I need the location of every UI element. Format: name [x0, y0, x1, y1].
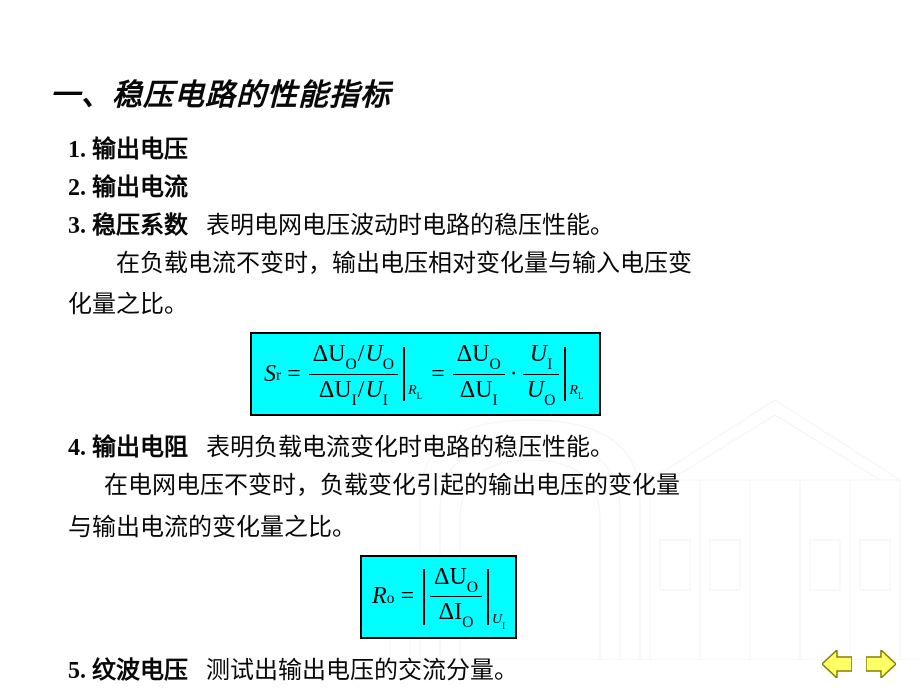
item-4-desc: 表明负载电流变化时电路的稳压性能。 — [206, 435, 614, 461]
item-4-num: 4. — [68, 435, 86, 461]
item-3-title: 稳压系数 — [92, 213, 188, 239]
formula-ro: Ro = ΔUO ΔIO UI — [360, 555, 517, 639]
item-1-title: 输出电压 — [92, 137, 188, 163]
item-3-num: 3. — [68, 213, 86, 239]
item-2-num: 2. — [68, 175, 86, 201]
item-2: 2. 输出电流 — [68, 170, 870, 206]
item-3: 3. 稳压系数 表明电网电压波动时电路的稳压性能。 — [68, 208, 870, 244]
item-3-sub1: 在负载电流不变时，输出电压相对变化量与输入电压变 — [68, 246, 870, 283]
item-5-num: 5. — [68, 658, 86, 684]
slide-content: 一、稳压电路的性能指标 1. 输出电压 2. 输出电流 3. 稳压系数 表明电网… — [0, 0, 920, 689]
item-1-num: 1. — [68, 137, 86, 163]
prev-slide-button[interactable] — [822, 650, 852, 678]
item-4: 4. 输出电阻 表明负载电流变化时电路的稳压性能。 — [68, 430, 870, 466]
item-5-title: 纹波电压 — [92, 658, 188, 684]
next-slide-button[interactable] — [866, 650, 896, 678]
item-5: 5. 纹波电压 测试出输出电压的交流分量。 — [68, 653, 870, 689]
item-5-desc: 测试出输出电压的交流分量。 — [206, 658, 518, 684]
item-3-sub2: 化量之比。 — [68, 287, 870, 324]
item-3-desc: 表明电网电压波动时电路的稳压性能。 — [206, 213, 614, 239]
item-4-title: 输出电阻 — [92, 435, 188, 461]
item-1: 1. 输出电压 — [68, 132, 870, 168]
item-2-title: 输出电流 — [92, 175, 188, 201]
formula-sr: Sr = ΔUO/UO ΔUI/UI RL = ΔUO ΔUI · UI UO … — [250, 332, 601, 416]
nav-buttons — [822, 650, 896, 678]
section-heading: 一、稳压电路的性能指标 — [50, 70, 870, 114]
item-4-sub2: 与输出电流的变化量之比。 — [68, 510, 870, 547]
item-4-sub1: 在电网电压不变时，负载变化引起的输出电压的变化量 — [68, 468, 870, 505]
